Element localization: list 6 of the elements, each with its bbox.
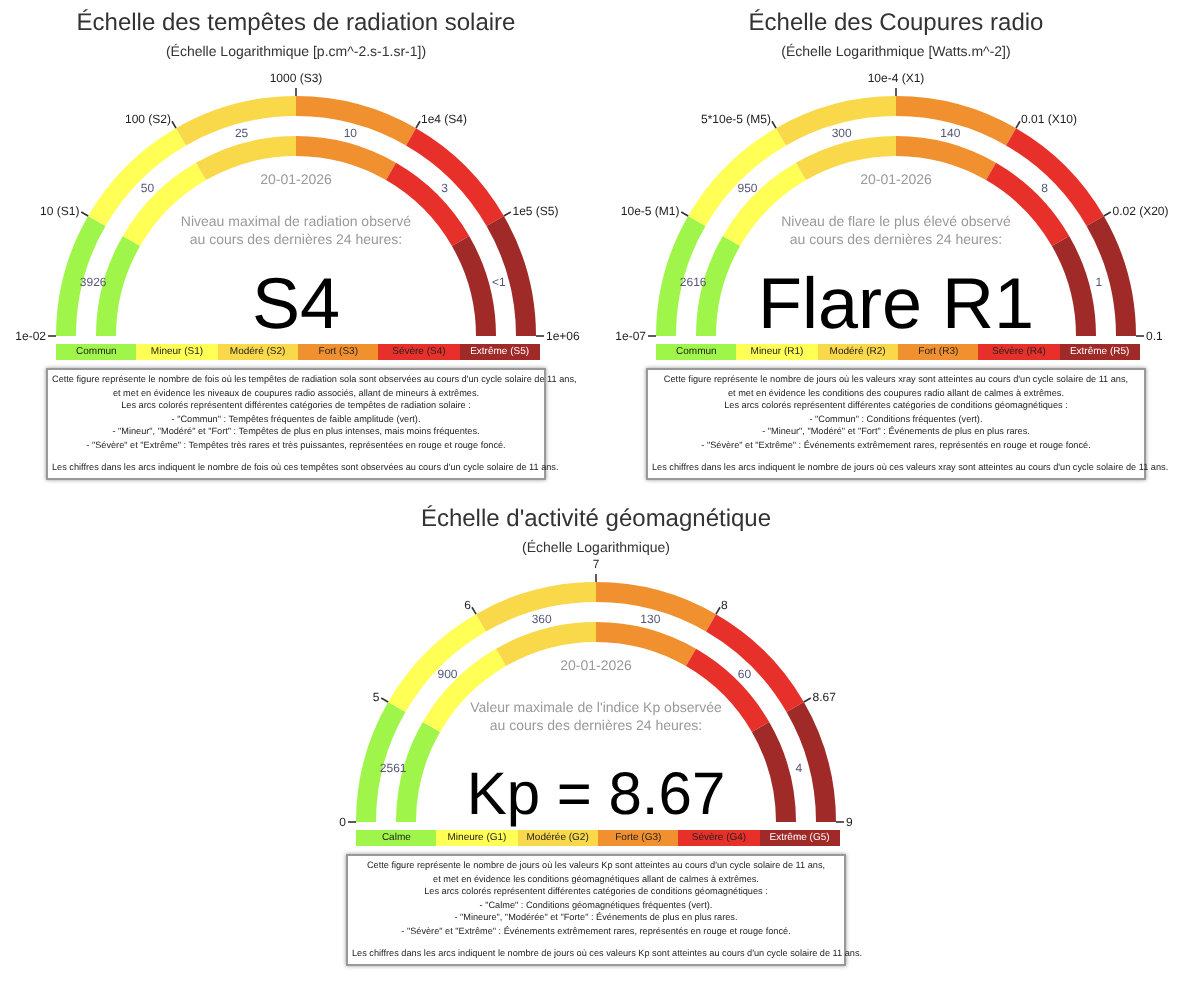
text: Échelle des tempêtes de radiation solaire <box>76 8 517 36</box>
text: Kp = 8.67 <box>466 762 726 828</box>
text: S4 <box>251 262 341 344</box>
text: Flare R1 <box>757 262 1035 344</box>
text: Échelle des Coupures radio <box>748 8 1045 36</box>
text: Échelle d'activité géomagnétique <box>420 504 772 532</box>
